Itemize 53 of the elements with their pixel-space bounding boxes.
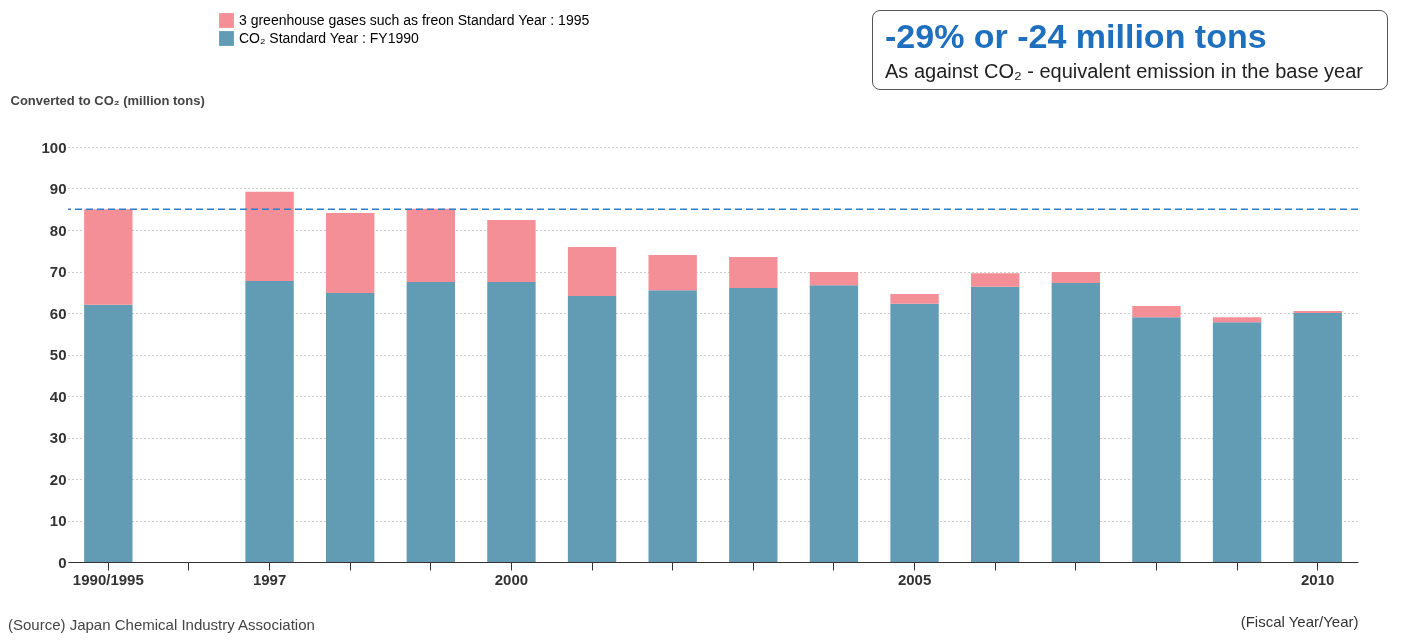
legend-label: 3 greenhouse gases such as freon Standard Year : 1995 [239,11,590,28]
y-tick-label: 50 [49,346,67,363]
bar [1212,322,1262,562]
bar [890,293,939,304]
bar [648,290,697,562]
bar [729,256,778,289]
y-tick-label: 20 [49,470,67,488]
x-tick-label: 2010 [1301,570,1335,588]
x-tick-label: 2005 [897,570,932,588]
y-axis-title: Converted to CO₂ (million tons) [10,92,205,108]
bar [1051,283,1100,562]
y-tick-label: 100 [41,138,67,156]
bar [487,281,536,562]
bar [487,220,536,282]
y-tick-label: 30 [49,429,67,446]
bar [406,208,455,282]
y-tick-label: 80 [49,221,67,239]
bar [567,295,617,562]
bar [890,303,939,562]
y-tick-label: 90 [49,180,67,197]
bar [971,286,1020,562]
bar [1132,317,1181,562]
bar [1051,271,1100,284]
legend-label: CO₂ Standard Year : FY1990 [239,29,419,46]
bar [809,285,859,562]
bar [84,209,133,305]
x-axis-title: (Fiscal Year/Year) [1240,612,1359,630]
x-tick-label: 1990/1995 [72,570,144,588]
bar [971,273,1020,287]
bar [1293,310,1342,313]
bar [729,288,778,562]
text: -29% or -24 million tons [885,17,1268,56]
y-tick-label: 60 [49,304,67,322]
y-tick-label: 70 [49,263,67,280]
text: As against CO₂ - equivalent emission in the base year [885,60,1364,83]
bar [1212,317,1262,323]
bar [567,247,617,296]
y-tick-label: 40 [49,387,67,405]
bar [1132,305,1181,318]
bar [84,304,133,562]
x-tick-label: 2000 [494,570,529,588]
bar [326,293,375,562]
bar [648,254,697,291]
y-tick-label: 10 [49,512,67,529]
bar [245,191,294,282]
bar [809,271,859,286]
bar [245,281,294,562]
bar [406,281,455,562]
bar [1293,313,1342,562]
bar [326,212,375,294]
y-tick-label: 0 [58,553,67,571]
x-tick-label: 1997 [252,570,287,588]
text: (Source) Japan Chemical Industry Association [8,616,315,633]
